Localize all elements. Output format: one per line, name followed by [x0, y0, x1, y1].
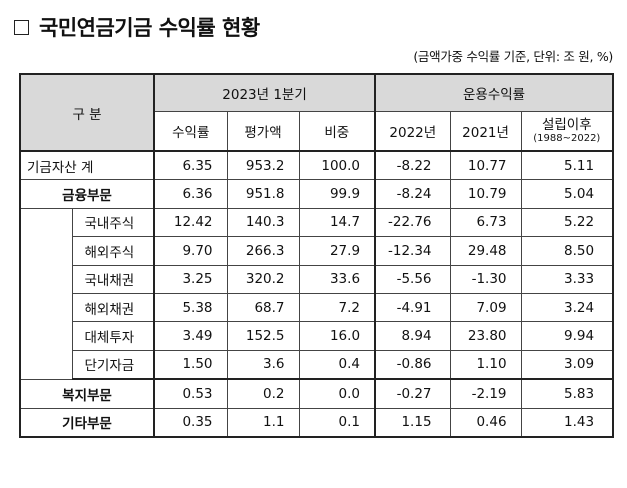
header-group-returns: 운용수익률: [374, 73, 614, 112]
cell-valuation: 68.7: [226, 292, 300, 323]
row-label: 금융부문: [19, 179, 156, 209]
cell-2022: -12.34: [374, 236, 451, 266]
cell-2022: -0.27: [374, 378, 451, 409]
returns-table: 구 분 2023년 1분기 운용수익률 수익률 평가액 비중 2022년 202…: [19, 73, 615, 438]
cell-2022: -0.86: [374, 349, 451, 381]
header-weight: 비중: [298, 111, 377, 152]
cell-return-rate: 6.36: [153, 179, 228, 209]
header-group-2023: 2023년 1분기: [153, 73, 377, 112]
header-category: 구 분: [19, 73, 156, 152]
cell-since-inception: 5.04: [520, 179, 614, 209]
cell-2022: -8.22: [374, 150, 451, 181]
header-row-1: 구 분 2023년 1분기 운용수익률: [19, 73, 614, 152]
cell-since-inception: 3.33: [520, 264, 614, 294]
cell-2022: 1.15: [374, 407, 451, 438]
cell-weight: 33.6: [298, 264, 377, 294]
cell-weight: 7.2: [298, 292, 377, 323]
row-label: 해외주식: [71, 236, 156, 266]
cell-valuation: 140.3: [226, 207, 300, 238]
row-label: 복지부문: [19, 378, 156, 409]
cell-valuation: 951.8: [226, 179, 300, 209]
cell-2021: 10.79: [449, 179, 522, 209]
row-label: 해외채권: [71, 292, 156, 323]
header-2022: 2022년: [374, 111, 451, 152]
checkbox-square-icon: [14, 19, 29, 35]
table-row-other: 기타부문 0.35 1.1 0.1 1.15 0.46 1.43: [19, 407, 614, 438]
table-row-domestic-equity: 국내주식 12.42 140.3 14.7 -22.76 6.73 5.22: [19, 207, 614, 380]
cell-weight: 0.0: [298, 378, 377, 409]
table-row-short-term: 단기자금 1.50 3.6 0.4 -0.86 1.10 3.09: [20, 349, 614, 381]
table-row-alternative: 대체투자 3.49 152.5 16.0 8.94 23.80 9.94: [20, 321, 614, 351]
table-row-welfare: 복지부문 0.53 0.2 0.0 -0.27 -2.19 5.83: [19, 378, 614, 409]
cell-return-rate: 6.35: [153, 150, 228, 181]
row-label: 대체투자: [71, 321, 156, 351]
cell-return-rate: 3.25: [153, 264, 228, 294]
table-row-overseas-equity: 해외주식 9.70 266.3 27.9 -12.34 29.48 8.50: [20, 236, 614, 266]
cell-weight: 16.0: [298, 321, 377, 351]
row-label: 국내주식: [71, 207, 156, 238]
indent-spacer: [19, 208, 73, 380]
cell-2021: -1.30: [449, 264, 522, 294]
table-row-financial: 금융부문 6.36 951.8 99.9 -8.24 10.79 5.04: [19, 179, 614, 209]
title-text: 국민연금기금 수익률 현황: [39, 16, 260, 40]
cell-weight: 0.4: [298, 349, 377, 381]
cell-return-rate: 12.42: [153, 207, 228, 238]
cell-2022: -22.76: [374, 207, 451, 238]
header-since-inception: 설립이후 (1988~2022): [520, 111, 614, 152]
cell-weight: 99.9: [298, 179, 377, 209]
cell-since-inception: 1.43: [520, 407, 614, 438]
cell-since-inception: 3.09: [520, 349, 614, 381]
cell-valuation: 320.2: [226, 264, 300, 294]
cell-since-inception: 5.83: [520, 378, 614, 409]
table-row-total: 기금자산 계 6.35 953.2 100.0 -8.22 10.77 5.11: [19, 150, 614, 181]
cell-return-rate: 0.35: [153, 407, 228, 438]
cell-2022: -8.24: [374, 179, 451, 209]
page-title: 국민연금기금 수익률 현황: [14, 12, 260, 42]
cell-valuation: 1.1: [226, 407, 300, 438]
cell-valuation: 266.3: [226, 236, 300, 266]
table-row-overseas-bonds: 해외채권 5.38 68.7 7.2 -4.91 7.09 3.24: [20, 292, 614, 323]
cell-2021: -2.19: [449, 378, 522, 409]
header-valuation: 평가액: [226, 111, 300, 152]
header-row-2: 수익률 평가액 비중 2022년 2021년 설립이후 (1988~2022): [20, 111, 614, 152]
header-since-inception-range: (1988~2022): [533, 132, 601, 144]
cell-valuation: 0.2: [226, 378, 300, 409]
cell-return-rate: 5.38: [153, 292, 228, 323]
cell-valuation: 152.5: [226, 321, 300, 351]
cell-2022: 8.94: [374, 321, 451, 351]
row-label: 기금자산 계: [19, 150, 156, 181]
cell-return-rate: 1.50: [153, 349, 228, 381]
table-row-domestic-bonds: 국내채권 3.25 320.2 33.6 -5.56 -1.30 3.33: [20, 264, 614, 294]
header-since-inception-label: 설립이후: [541, 116, 592, 133]
cell-2021: 10.77: [449, 150, 522, 181]
cell-since-inception: 8.50: [520, 236, 614, 266]
cell-weight: 0.1: [298, 407, 377, 438]
cell-weight: 14.7: [298, 207, 377, 238]
unit-note: (금액가중 수익률 기준, 단위: 조 원, %): [413, 49, 613, 64]
cell-2022: -4.91: [374, 292, 451, 323]
row-label: 기타부문: [19, 407, 156, 438]
cell-weight: 27.9: [298, 236, 377, 266]
header-return-rate: 수익률: [153, 111, 228, 152]
cell-since-inception: 3.24: [520, 292, 614, 323]
cell-return-rate: 3.49: [153, 321, 228, 351]
cell-2021: 7.09: [449, 292, 522, 323]
header-2021: 2021년: [449, 111, 522, 152]
cell-since-inception: 5.22: [520, 207, 614, 238]
cell-return-rate: 0.53: [153, 378, 228, 409]
cell-2022: -5.56: [374, 264, 451, 294]
cell-return-rate: 9.70: [153, 236, 228, 266]
cell-2021: 6.73: [449, 207, 522, 238]
cell-weight: 100.0: [298, 150, 377, 181]
cell-2021: 1.10: [449, 349, 522, 381]
cell-since-inception: 9.94: [520, 321, 614, 351]
cell-2021: 29.48: [449, 236, 522, 266]
cell-2021: 23.80: [449, 321, 522, 351]
row-label: 단기자금: [71, 349, 156, 381]
cell-valuation: 953.2: [226, 150, 300, 181]
cell-valuation: 3.6: [226, 349, 300, 381]
cell-2021: 0.46: [449, 407, 522, 438]
cell-since-inception: 5.11: [520, 150, 614, 181]
row-label: 국내채권: [71, 264, 156, 294]
